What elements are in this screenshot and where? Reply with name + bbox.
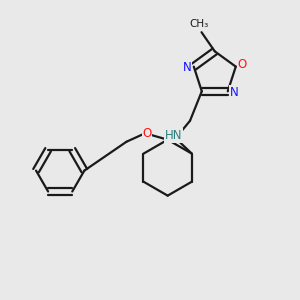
Text: CH₃: CH₃ <box>190 19 209 29</box>
Text: N: N <box>230 86 239 99</box>
Text: O: O <box>142 127 152 140</box>
Text: O: O <box>238 58 247 71</box>
Text: N: N <box>183 61 192 74</box>
Text: HN: HN <box>165 129 183 142</box>
